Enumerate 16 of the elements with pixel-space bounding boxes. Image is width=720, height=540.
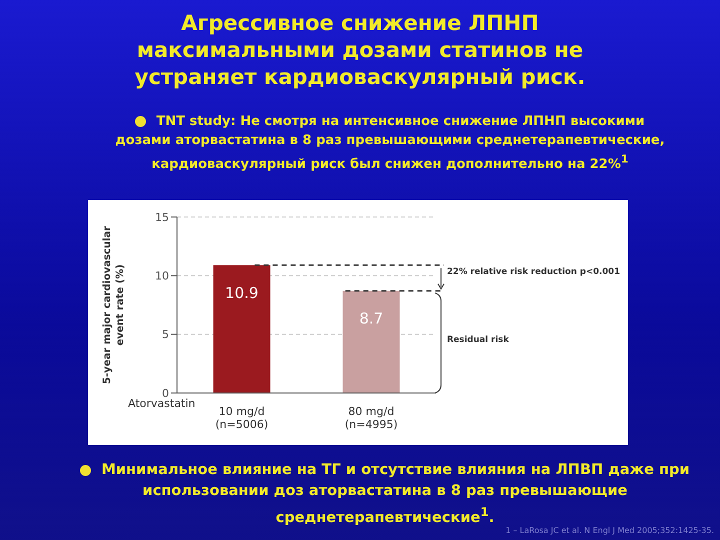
chart-title: Агрессивное снижение ЛПНП максимальными дозами статинов не устраняет кардиоваскулярный риск. [134, 10, 586, 91]
data-label: 10.9 [225, 284, 258, 302]
y-tick-label: 0 [162, 386, 169, 400]
y-tick-label: 10 [155, 270, 169, 283]
y-axis-title: 5-year major cardiovascular event rate (%) [102, 226, 126, 384]
chart-subtitle: TNT study: Не смотря на интенсивное снижение ЛПНП высокими дозами аторвастатина в 8 раз превышающими среднетерапевтические, кардиоваскулярный риск был снижен дополнительно на 22%$^{1}$ [115, 114, 665, 172]
text: Минимальное влияние на ТГ и отсутствие влияния на ЛПВП даже при использовании доз аторвастатина в 8 раз превышающие среднетерапевтические$^{1}$. [101, 462, 690, 526]
x-tick-label: 80 mg/d (n=4995) [344, 405, 398, 431]
text: 22% relative risk reduction p<0.001 [447, 267, 620, 278]
data-label: 8.7 [359, 310, 384, 328]
x-tick-label: 10 mg/d (n=5006) [215, 405, 268, 431]
y-tick-label: 5 [162, 328, 169, 342]
y-tick-label: 15 [155, 210, 169, 224]
text: 1 – LaRosa JC et al. N Engl J Med 2005;352:1425-35. [506, 526, 714, 535]
x-axis-title: Atorvastatin [128, 397, 196, 410]
text: Residual risk [447, 334, 510, 345]
